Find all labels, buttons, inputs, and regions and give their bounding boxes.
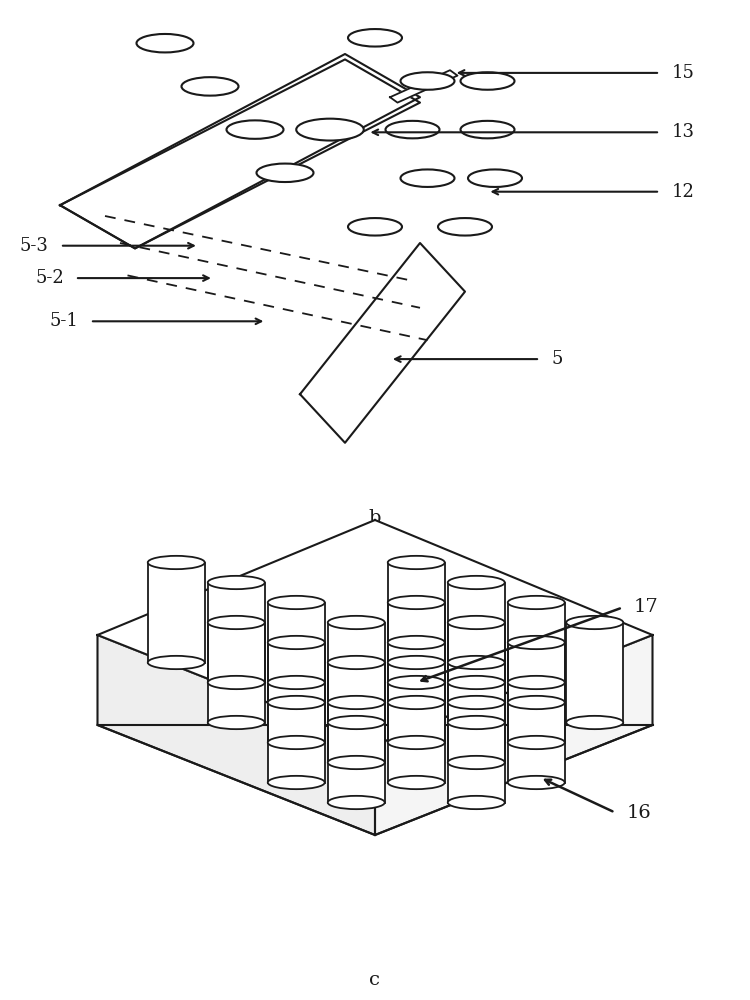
Ellipse shape [388, 556, 445, 569]
Text: 5-1: 5-1 [50, 312, 79, 330]
Ellipse shape [508, 736, 565, 749]
Ellipse shape [508, 596, 565, 609]
Ellipse shape [328, 796, 385, 809]
Ellipse shape [508, 676, 565, 689]
Ellipse shape [328, 616, 385, 629]
Ellipse shape [460, 72, 514, 90]
Polygon shape [566, 622, 623, 722]
Ellipse shape [388, 596, 445, 609]
Polygon shape [448, 702, 505, 802]
Ellipse shape [448, 796, 505, 809]
Ellipse shape [208, 716, 265, 729]
Ellipse shape [508, 776, 565, 789]
Polygon shape [508, 602, 565, 702]
Text: 5: 5 [551, 350, 562, 368]
Ellipse shape [388, 736, 445, 749]
Text: 13: 13 [671, 123, 694, 141]
Polygon shape [328, 702, 385, 802]
Ellipse shape [268, 596, 325, 609]
Polygon shape [388, 562, 445, 662]
Text: 12: 12 [671, 183, 694, 201]
Ellipse shape [388, 696, 445, 709]
Text: 5-2: 5-2 [35, 269, 64, 287]
Polygon shape [60, 54, 420, 248]
Ellipse shape [386, 121, 439, 138]
Ellipse shape [226, 120, 284, 139]
Ellipse shape [182, 77, 238, 96]
Polygon shape [328, 662, 385, 762]
Ellipse shape [388, 656, 445, 669]
Polygon shape [268, 682, 325, 782]
Text: 15: 15 [671, 64, 694, 82]
Text: 17: 17 [634, 598, 658, 616]
Polygon shape [268, 643, 325, 742]
Polygon shape [448, 622, 505, 722]
Ellipse shape [448, 616, 505, 629]
Text: 5-3: 5-3 [20, 237, 49, 255]
Ellipse shape [438, 218, 492, 236]
Ellipse shape [268, 736, 325, 749]
Ellipse shape [268, 636, 325, 649]
Ellipse shape [448, 656, 505, 669]
Ellipse shape [448, 676, 505, 689]
Ellipse shape [208, 616, 265, 629]
Polygon shape [508, 643, 565, 742]
Polygon shape [98, 635, 375, 835]
Ellipse shape [208, 676, 265, 689]
Ellipse shape [388, 676, 445, 689]
Ellipse shape [468, 169, 522, 187]
Ellipse shape [508, 696, 565, 709]
Text: c: c [370, 971, 380, 989]
Ellipse shape [508, 636, 565, 649]
Text: 16: 16 [626, 804, 651, 822]
Text: b: b [369, 509, 381, 527]
Polygon shape [268, 602, 325, 702]
Polygon shape [508, 682, 565, 782]
Polygon shape [208, 622, 265, 722]
Ellipse shape [448, 696, 505, 709]
Ellipse shape [448, 576, 505, 589]
Ellipse shape [348, 218, 402, 236]
Ellipse shape [448, 756, 505, 769]
Ellipse shape [268, 776, 325, 789]
Ellipse shape [566, 716, 623, 729]
Ellipse shape [388, 776, 445, 789]
Ellipse shape [328, 756, 385, 769]
Polygon shape [448, 582, 505, 682]
Polygon shape [208, 582, 265, 682]
Ellipse shape [328, 656, 385, 669]
Ellipse shape [448, 716, 505, 729]
Ellipse shape [256, 164, 313, 182]
Ellipse shape [388, 636, 445, 649]
Polygon shape [375, 635, 652, 835]
Ellipse shape [400, 169, 454, 187]
Polygon shape [60, 59, 420, 248]
Ellipse shape [148, 656, 205, 669]
Polygon shape [388, 602, 445, 702]
Ellipse shape [328, 696, 385, 709]
Polygon shape [328, 622, 385, 722]
Polygon shape [390, 70, 458, 103]
Ellipse shape [148, 556, 205, 569]
Polygon shape [388, 682, 445, 782]
Polygon shape [148, 562, 205, 662]
Ellipse shape [268, 676, 325, 689]
Ellipse shape [328, 716, 385, 729]
Ellipse shape [136, 34, 194, 52]
Polygon shape [388, 643, 445, 742]
Ellipse shape [348, 29, 402, 47]
Ellipse shape [460, 121, 514, 138]
Ellipse shape [296, 119, 364, 141]
Ellipse shape [400, 72, 454, 90]
Ellipse shape [566, 616, 623, 629]
Polygon shape [98, 520, 652, 745]
Polygon shape [448, 662, 505, 762]
Ellipse shape [208, 576, 265, 589]
Ellipse shape [268, 696, 325, 709]
Polygon shape [300, 243, 465, 443]
